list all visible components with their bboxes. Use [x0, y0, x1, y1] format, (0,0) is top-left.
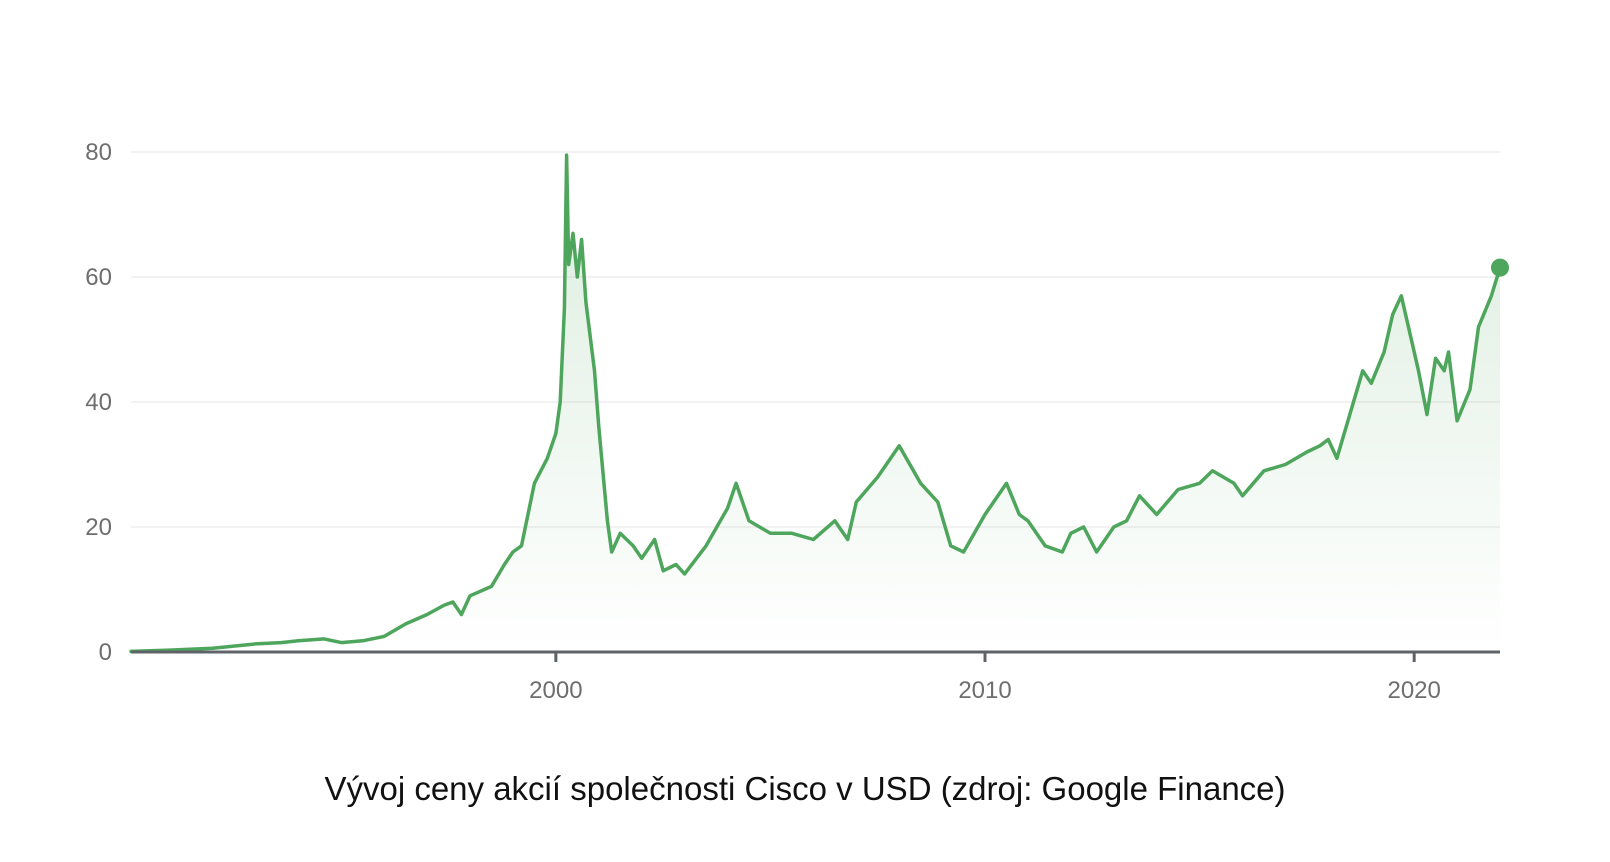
price-area-fill — [131, 155, 1500, 652]
y-tick-label: 0 — [99, 639, 112, 666]
x-tick-label: 2010 — [958, 677, 1011, 704]
y-tick-label: 20 — [85, 514, 112, 541]
price-line — [129, 153, 1502, 654]
chart-caption: Vývoj ceny akcií společnosti Cisco v USD… — [324, 770, 1286, 807]
y-tick-label: 80 — [85, 139, 112, 166]
y-tick-label: 40 — [85, 389, 112, 416]
last-price-point — [1491, 258, 1509, 277]
x-axis-ticks: 2000 2010 2020 — [529, 652, 1441, 704]
y-axis-ticks: 0 20 40 60 80 — [85, 139, 112, 666]
x-tick-label: 2000 — [529, 677, 582, 704]
price-line-layer — [129, 153, 1509, 654]
y-tick-label: 60 — [85, 264, 112, 291]
x-tick-label: 2020 — [1387, 677, 1440, 704]
price-area — [131, 155, 1500, 652]
